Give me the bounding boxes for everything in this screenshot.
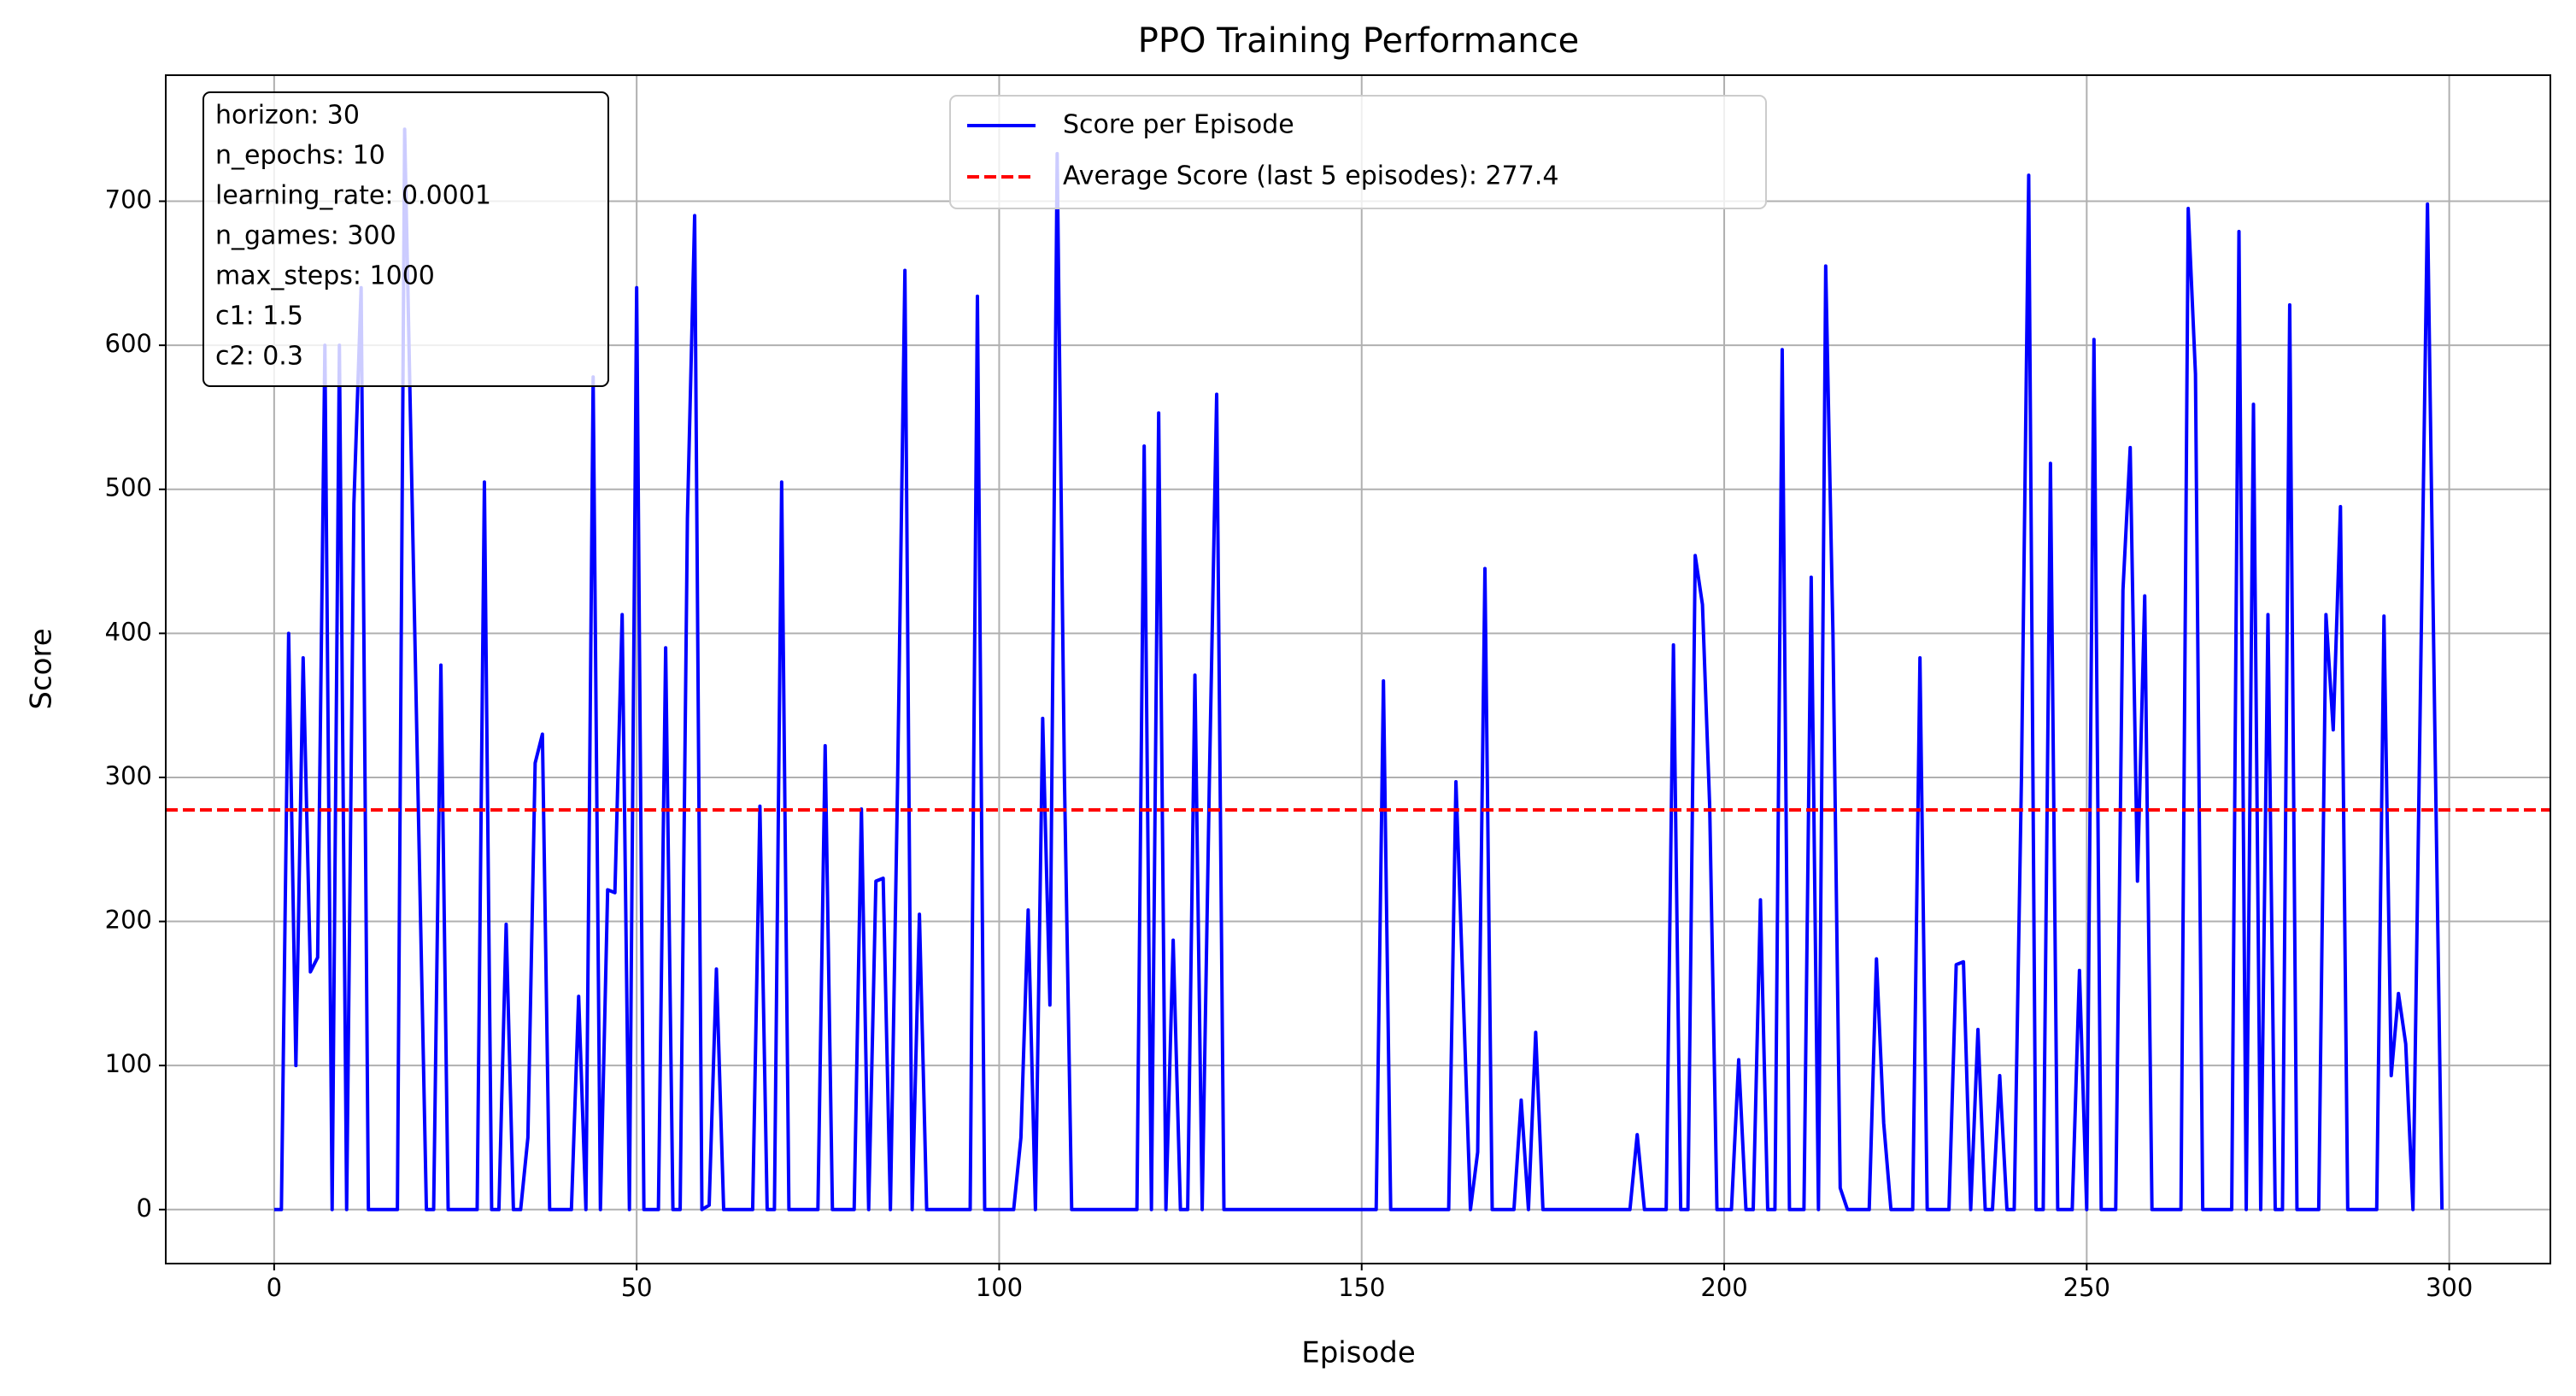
- y-tick-label: 300: [105, 761, 152, 790]
- y-tick-label: 700: [105, 185, 152, 214]
- chart-title: PPO Training Performance: [1138, 21, 1579, 61]
- x-tick-label: 0: [267, 1273, 282, 1302]
- x-tick-label: 250: [2063, 1273, 2110, 1302]
- annotation-line: c2: 0.3: [215, 342, 303, 372]
- x-tick-label: 300: [2426, 1273, 2473, 1302]
- y-tick-label: 600: [105, 329, 152, 358]
- x-tick-label: 150: [1338, 1273, 1385, 1302]
- score-line: [273, 127, 2444, 1211]
- x-tick-label: 50: [621, 1273, 653, 1302]
- legend-label: Score per Episode: [1063, 110, 1294, 140]
- annotation-line: max_steps: 1000: [215, 261, 435, 291]
- y-tick-label: 400: [105, 617, 152, 646]
- annotation-box: [202, 91, 609, 387]
- y-tick-label: 100: [105, 1049, 152, 1078]
- y-tick-label: 500: [105, 473, 152, 502]
- annotation-line: c1: 1.5: [215, 302, 303, 331]
- annotation-line: n_games: 300: [215, 221, 396, 251]
- x-axis-label: Episode: [1301, 1336, 1416, 1370]
- plot-frame: [165, 74, 2551, 1264]
- annotation-line: learning_rate: 0.0001: [215, 181, 491, 211]
- annotation-line: n_epochs: 10: [215, 141, 385, 171]
- x-tick-label: 200: [1700, 1273, 1747, 1302]
- annotation-line: horizon: 30: [215, 101, 360, 131]
- x-tick-label: 100: [976, 1273, 1023, 1302]
- y-tick-label: 0: [137, 1194, 152, 1223]
- y-tick-label: 200: [105, 906, 152, 935]
- legend-label: Average Score (last 5 episodes): 277.4: [1063, 161, 1558, 191]
- y-axis-label: Score: [25, 628, 59, 709]
- legend-box: [949, 95, 1767, 209]
